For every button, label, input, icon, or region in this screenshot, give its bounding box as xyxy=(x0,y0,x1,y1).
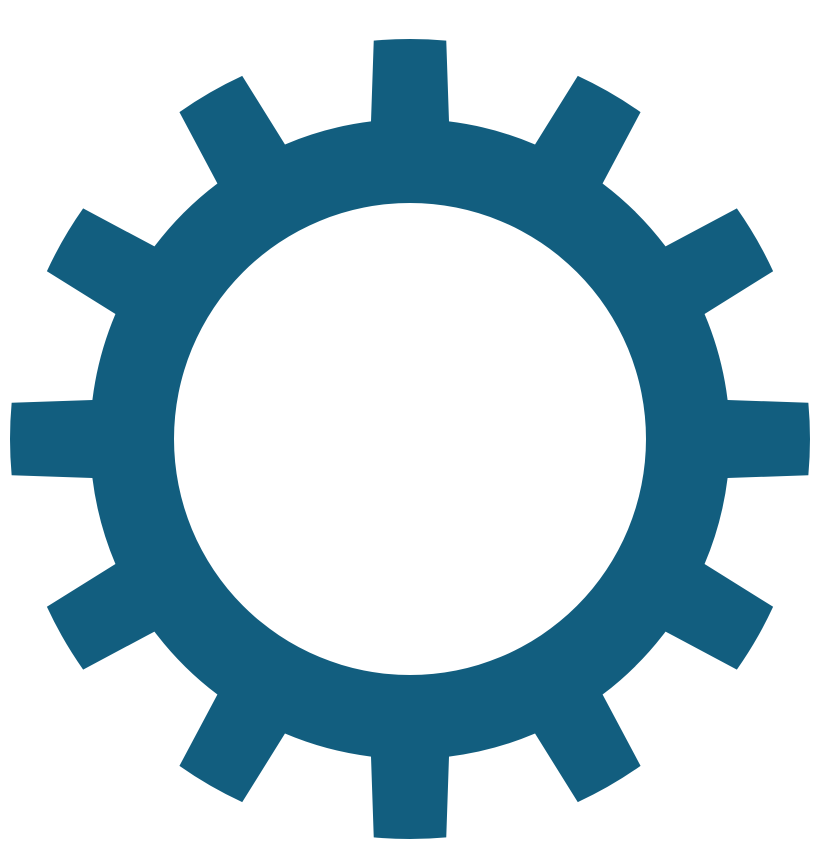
gear-shape xyxy=(10,39,810,839)
